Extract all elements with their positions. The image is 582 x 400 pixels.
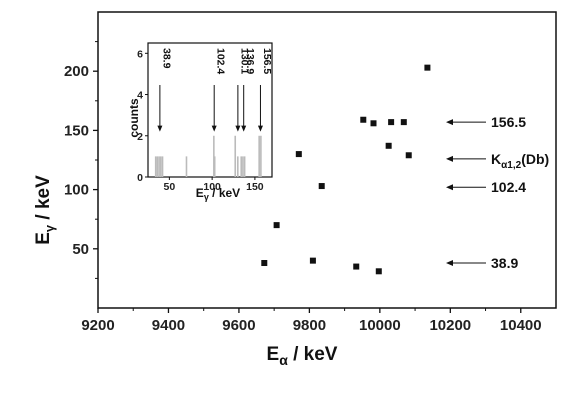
y-tick-label: 50	[72, 241, 89, 258]
inset-frame	[147, 42, 273, 178]
inset-bar	[158, 156, 160, 177]
x-tick-label: 10000	[359, 317, 401, 334]
inset-annotation-label: 130.1	[238, 48, 250, 74]
y-tick-label: 100	[64, 182, 89, 199]
annotation-arrow-head	[446, 184, 453, 191]
inset-bar	[213, 135, 215, 177]
inset-bar	[242, 156, 244, 177]
inset-annotation-arrow-head	[211, 125, 217, 132]
annotation-arrow-head	[446, 119, 453, 126]
annotation-label: Kα1,2(Db)	[491, 151, 549, 171]
inset-y-tick-label: 0	[137, 172, 143, 184]
x-tick-label: 9600	[222, 317, 255, 334]
inset-annotation-arrow-head	[157, 125, 163, 132]
inset-x-tick-label: 100	[203, 181, 221, 193]
main-annotations: 156.5 Kα1,2(Db) 102.4 38.9	[446, 114, 549, 271]
x-tick-label: 10400	[500, 317, 542, 334]
data-point	[353, 263, 360, 270]
inset-annotation-label: 136.9	[244, 48, 256, 74]
data-point	[261, 260, 268, 267]
annotation-arrow-head	[446, 155, 453, 162]
inset-x-tick-label: 150	[246, 181, 264, 193]
data-point	[388, 119, 395, 126]
inset-bar	[240, 156, 243, 177]
x-tick-label: 10200	[429, 317, 471, 334]
y-tick-label: 150	[64, 122, 89, 139]
inset-annotation-label: 38.9	[160, 48, 172, 69]
inset-bars	[154, 135, 262, 177]
inset-y-axis-title: counts	[127, 98, 141, 138]
inset-bar	[160, 156, 162, 177]
inset-bar	[236, 156, 239, 177]
data-point	[295, 151, 302, 158]
data-point	[318, 183, 325, 190]
inset-ticks: 50 100 150 0 2 4 6	[137, 48, 264, 193]
y-tick-label: 200	[64, 63, 89, 80]
y-axis-title: Eγ / keV	[33, 175, 57, 245]
data-point	[370, 120, 377, 127]
annotation-label: 38.9	[491, 255, 518, 271]
inset-y-tick-label: 2	[137, 131, 143, 143]
inset-bar	[260, 135, 262, 177]
data-point	[309, 257, 316, 264]
inset-bar	[154, 156, 157, 177]
inset-bar	[156, 156, 159, 177]
inset-bar	[161, 156, 164, 177]
main-points	[261, 64, 431, 275]
data-point	[405, 152, 412, 159]
x-tick-label: 9800	[293, 317, 326, 334]
data-point	[360, 116, 367, 123]
inset-y-tick-label: 4	[137, 90, 143, 102]
data-point	[375, 268, 382, 275]
inset-x-tick-label: 50	[164, 181, 176, 193]
inset-y-tick-label: 6	[137, 48, 143, 60]
inset-bar	[185, 156, 188, 177]
inset-annotation-label: 156.5	[261, 48, 273, 74]
data-point	[385, 142, 392, 149]
inset-bar	[234, 135, 237, 177]
data-point	[400, 119, 407, 126]
inset-annotation-arrow-head	[257, 125, 263, 132]
x-axis-title: Eα / keV	[267, 344, 338, 368]
inset-annotation-arrow-head	[235, 125, 241, 132]
inset-annotation-arrow-head	[241, 125, 247, 132]
inset-annotation-label: 102.4	[215, 48, 227, 74]
inset-chart	[147, 42, 273, 178]
inset-bar	[258, 135, 260, 177]
x-tick-label: 9200	[81, 317, 114, 334]
annotation-label: 156.5	[491, 114, 526, 130]
inset-bar	[243, 156, 246, 177]
annotation-label: 102.4	[491, 179, 526, 195]
inset-bar	[213, 156, 216, 177]
main-ticks: 9200 9400 9600 9800 10000 10200 10400 50 100 150 2…	[64, 41, 542, 334]
annotation-arrow-head	[446, 260, 453, 267]
data-point	[424, 64, 431, 71]
inset-x-axis-title: Eγ / keV	[196, 186, 240, 202]
data-point	[273, 222, 280, 229]
x-tick-label: 9400	[152, 317, 185, 334]
